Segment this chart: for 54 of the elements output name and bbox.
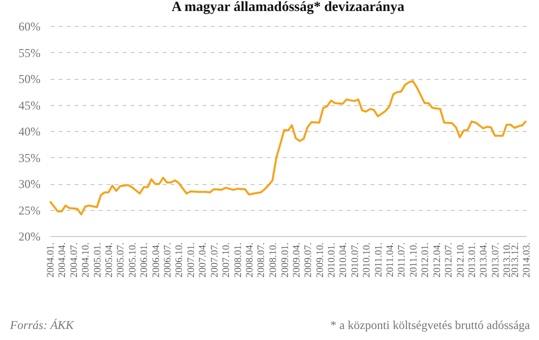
x-tick-label: 2008.01. (232, 242, 244, 278)
chart-title: A magyar államadósság* devizaaránya (172, 0, 404, 15)
x-tick-label: 2004.07. (68, 242, 80, 278)
x-tick-label: 2007.10. (221, 242, 232, 278)
x-tick-label: 2014.03. (522, 242, 532, 278)
x-tick-label: 2006.04. (150, 242, 162, 278)
x-tick-label: 2005.01. (92, 242, 104, 278)
x-tick-label: 2008.07. (256, 242, 268, 278)
x-tick-label: 2010.07. (350, 242, 361, 278)
y-tick-label: 50% (18, 72, 40, 86)
x-tick-label: 2012.10. (455, 242, 466, 278)
text: * a központi költségvetés bruttó adóssága (330, 318, 531, 332)
text: Forrás: ÁKK (9, 318, 75, 332)
x-tick-label: 2010.10. (362, 242, 373, 278)
y-tick-label: 60% (18, 20, 40, 34)
x-tick-label: 2008.10. (268, 242, 279, 278)
x-tick-label: 2011.10. (408, 242, 420, 278)
x-tick-label: 2012.01. (420, 242, 432, 278)
x-tick-label: 2004.01. (46, 242, 56, 278)
x-tick-label: 2010.04. (338, 242, 350, 278)
x-tick-label: 2008.04. (244, 242, 256, 278)
x-tick-label: 2006.10. (174, 242, 186, 278)
x-tick-label: 2009.10. (314, 242, 326, 278)
x-tick-label: 2007.07. (209, 242, 220, 278)
x-tick-label: 2009.07. (302, 242, 314, 278)
x-tick-label: 2009.01. (280, 242, 291, 278)
x-tick-label: 2006.07. (162, 242, 174, 278)
y-tick-label: 25% (18, 203, 40, 218)
x-tick-label: 2012.04. (432, 242, 443, 278)
x-tick-label: 2004.10. (80, 242, 92, 278)
x-tick-label: 2005.04. (104, 242, 115, 278)
x-tick-label: 2009.04. (291, 242, 302, 278)
x-tick-label: 2010.01. (326, 242, 338, 278)
x-tick-label: 2013.04. (478, 242, 490, 278)
x-tick-label: 2013.12. (510, 242, 521, 278)
y-tick-label: 35% (18, 150, 40, 165)
y-tick-label: 45% (18, 98, 40, 112)
y-tick-label: 30% (18, 177, 40, 191)
x-tick-label: 2007.01. (186, 242, 198, 278)
x-tick-label: 2011.01. (373, 242, 384, 278)
x-tick-label: 2013.01. (467, 242, 478, 278)
x-tick-label: 2004.04. (57, 242, 68, 278)
line-series (49, 80, 527, 216)
x-tick-label: 2012.07. (444, 242, 455, 278)
y-tick-label: 40% (18, 124, 40, 138)
x-tick-label: 2011.07. (396, 242, 408, 278)
x-tick-label: 2005.10. (127, 242, 138, 278)
x-tick-label: 2011.04. (384, 242, 396, 278)
x-tick-label: 2007.04. (198, 242, 209, 278)
x-tick-label: 2005.07. (116, 242, 127, 278)
x-tick-label: 2013.07. (490, 242, 502, 278)
y-tick-label: 20% (18, 230, 40, 244)
y-tick-label: 55% (18, 46, 40, 60)
x-tick-label: 2006.01. (139, 242, 150, 278)
